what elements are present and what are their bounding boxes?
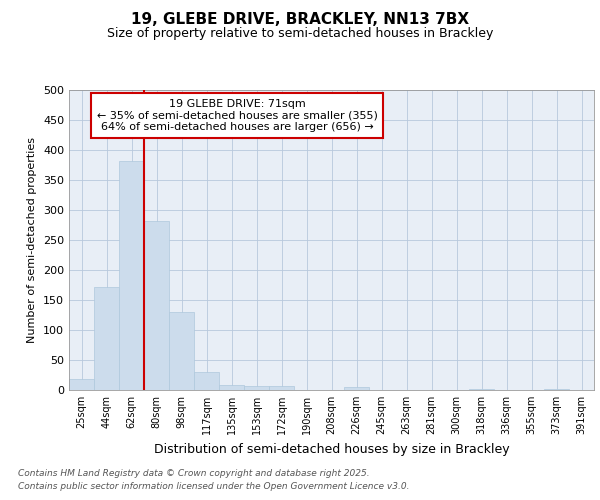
Bar xyxy=(169,312,194,390)
Bar xyxy=(194,372,219,390)
Text: 19, GLEBE DRIVE, BRACKLEY, NN13 7BX: 19, GLEBE DRIVE, BRACKLEY, NN13 7BX xyxy=(131,12,469,28)
Bar xyxy=(269,386,294,390)
X-axis label: Distribution of semi-detached houses by size in Brackley: Distribution of semi-detached houses by … xyxy=(154,442,509,456)
Text: Size of property relative to semi-detached houses in Brackley: Size of property relative to semi-detach… xyxy=(107,28,493,40)
Text: Contains HM Land Registry data © Crown copyright and database right 2025.: Contains HM Land Registry data © Crown c… xyxy=(18,468,370,477)
Bar xyxy=(219,384,244,390)
Bar xyxy=(144,222,169,390)
Y-axis label: Number of semi-detached properties: Number of semi-detached properties xyxy=(28,137,37,343)
Bar xyxy=(69,379,94,390)
Bar xyxy=(544,389,569,390)
Text: Contains public sector information licensed under the Open Government Licence v3: Contains public sector information licen… xyxy=(18,482,409,491)
Bar xyxy=(469,389,494,390)
Text: 19 GLEBE DRIVE: 71sqm
← 35% of semi-detached houses are smaller (355)
64% of sem: 19 GLEBE DRIVE: 71sqm ← 35% of semi-deta… xyxy=(97,99,377,132)
Bar xyxy=(344,387,369,390)
Bar xyxy=(244,386,269,390)
Bar xyxy=(119,162,144,390)
Bar xyxy=(94,287,119,390)
